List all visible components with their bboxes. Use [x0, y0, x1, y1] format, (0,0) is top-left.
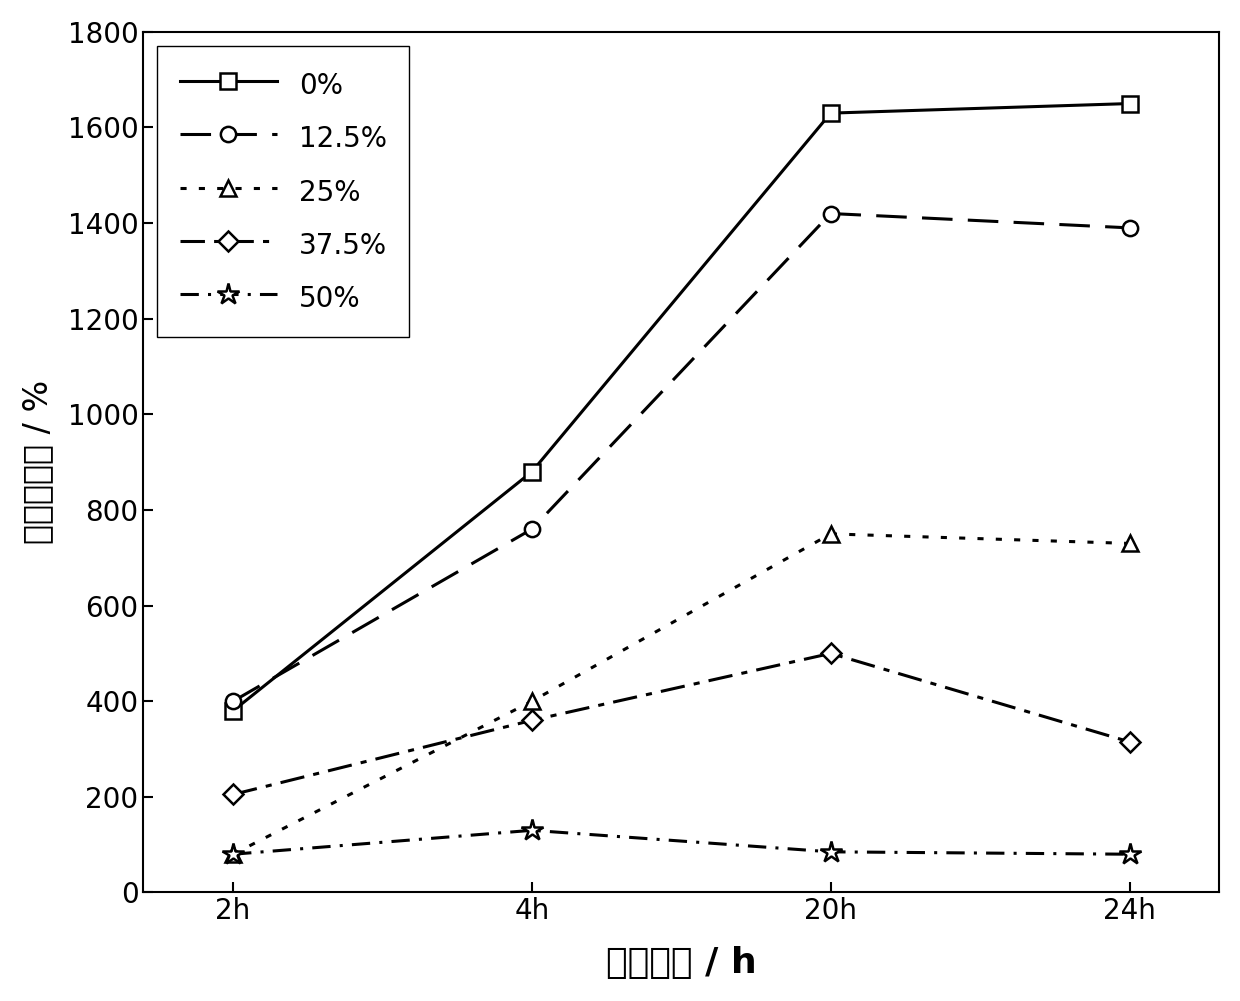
12.5%	[226, 696, 241, 708]
25%	[525, 696, 539, 708]
Y-axis label: 平衡溶胀率 / %: 平衡溶胀率 / %	[21, 380, 53, 545]
50%	[226, 848, 241, 860]
50%	[823, 846, 838, 858]
Line: 37.5%: 37.5%	[226, 647, 1137, 802]
37.5%	[1122, 736, 1137, 748]
Line: 0%: 0%	[226, 96, 1137, 719]
X-axis label: 溶胀时间 / h: 溶胀时间 / h	[606, 946, 756, 980]
25%	[1122, 538, 1137, 550]
0%	[823, 107, 838, 119]
12.5%	[525, 524, 539, 536]
12.5%	[823, 207, 838, 219]
Line: 50%: 50%	[222, 819, 1141, 865]
25%	[226, 848, 241, 860]
Legend: 0%, 12.5%, 25%, 37.5%, 50%: 0%, 12.5%, 25%, 37.5%, 50%	[157, 46, 409, 337]
37.5%	[525, 715, 539, 727]
Line: 12.5%: 12.5%	[226, 206, 1137, 709]
37.5%	[226, 789, 241, 801]
0%	[1122, 97, 1137, 109]
50%	[1122, 848, 1137, 860]
Line: 25%: 25%	[226, 527, 1137, 862]
0%	[226, 705, 241, 717]
0%	[525, 465, 539, 477]
37.5%	[823, 648, 838, 660]
25%	[823, 528, 838, 540]
12.5%	[1122, 222, 1137, 234]
50%	[525, 824, 539, 836]
